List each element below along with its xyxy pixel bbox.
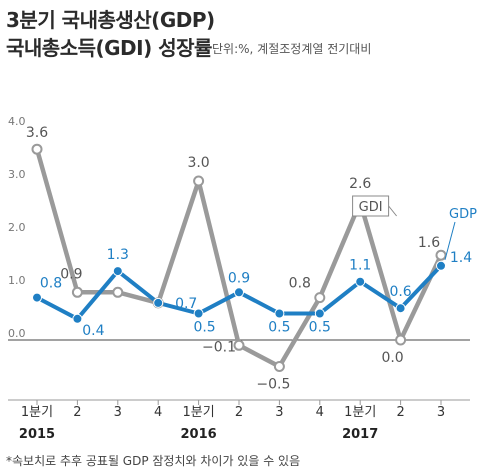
gdi-data-label: 3.0 bbox=[187, 155, 209, 171]
y-tick-label: 2.0 bbox=[8, 221, 26, 234]
x-tick-label: 4 bbox=[316, 405, 324, 420]
gdp-data-label: 0.8 bbox=[40, 276, 62, 292]
x-tick-label: 3 bbox=[275, 405, 283, 420]
year-label: 2015 bbox=[19, 427, 55, 442]
x-tick-label: 1분기 bbox=[182, 405, 214, 420]
gdp-point bbox=[234, 287, 244, 298]
gdi-data-label: 0.0 bbox=[381, 350, 403, 366]
gdi-data-label: 0.9 bbox=[60, 266, 82, 282]
gdp-data-label: 1.1 bbox=[349, 258, 371, 274]
gdp-data-label: 0.7 bbox=[175, 296, 197, 312]
gdp-point bbox=[32, 292, 42, 303]
x-tick-label: 1분기 bbox=[21, 405, 53, 420]
gdi-point bbox=[193, 175, 205, 187]
year-label: 2017 bbox=[342, 427, 378, 442]
gdi-data-label: 2.6 bbox=[349, 176, 371, 192]
gdp-name-leader bbox=[444, 221, 456, 260]
gdi-data-label: 0.8 bbox=[289, 276, 311, 292]
gdi-point bbox=[31, 143, 43, 155]
x-tick-label: 3 bbox=[437, 405, 445, 420]
y-tick-label: 0.0 bbox=[8, 327, 26, 340]
y-tick-label: 4.0 bbox=[8, 115, 26, 128]
x-tick-label: 2 bbox=[73, 405, 81, 420]
gdp-point bbox=[355, 276, 366, 287]
gdp-series-name: GDP bbox=[449, 207, 477, 222]
gdi-point bbox=[273, 361, 285, 372]
chart-title-line2: 국내총소득(GDI) 성장률 bbox=[6, 36, 212, 60]
gdi-point bbox=[395, 334, 407, 346]
gdp-point bbox=[112, 266, 123, 277]
gdi-series-name: GDI bbox=[359, 200, 383, 215]
chart-title-line1: 3분기 국내총생산(GDP) bbox=[6, 8, 215, 32]
gdi-point bbox=[233, 339, 245, 351]
x-tick-label: 2 bbox=[235, 405, 243, 420]
year-label: 2016 bbox=[181, 427, 217, 442]
gdp-data-label: 1.4 bbox=[450, 250, 472, 266]
footnote: *속보치로 추후 공표될 GDP 잠정치와 차이가 있을 수 있음 bbox=[6, 454, 301, 468]
x-tick-label: 4 bbox=[154, 405, 162, 420]
gdp-data-label: 0.4 bbox=[82, 323, 104, 339]
gdi-data-label: 3.6 bbox=[26, 125, 48, 141]
gdp-point bbox=[314, 308, 325, 319]
gdi-point bbox=[435, 249, 447, 261]
gdp-point bbox=[72, 313, 83, 324]
gdp-point bbox=[436, 260, 446, 271]
x-tick-label: 3 bbox=[114, 405, 122, 420]
gdp-point bbox=[274, 308, 285, 319]
gdi-data-label: 1.6 bbox=[418, 235, 440, 251]
x-tick-label: 1분기 bbox=[344, 405, 376, 420]
y-tick-label: 1.0 bbox=[8, 274, 26, 287]
gdi-name-leader bbox=[388, 205, 397, 217]
gdp-point bbox=[153, 297, 164, 308]
gdp-data-label: 0.6 bbox=[389, 284, 411, 300]
gdp-point bbox=[193, 308, 204, 319]
y-tick-label: 3.0 bbox=[8, 168, 26, 181]
gdp-data-label: 0.5 bbox=[193, 320, 215, 336]
gdi-point bbox=[71, 286, 83, 298]
gdi-data-label: −0.5 bbox=[256, 377, 290, 393]
unit-note: 단위:%, 계절조정계열 전기대비 bbox=[212, 42, 372, 56]
x-tick-label: 2 bbox=[396, 405, 404, 420]
gdp-point bbox=[395, 303, 406, 314]
gdp-data-label: 0.5 bbox=[268, 320, 290, 336]
gdp-data-label: 0.5 bbox=[309, 320, 331, 336]
gdp-data-label: 1.3 bbox=[107, 247, 129, 263]
gdi-point bbox=[314, 292, 326, 304]
gdi-point bbox=[112, 286, 124, 298]
gdi-data-label: −0.1 bbox=[202, 339, 236, 355]
gdp-data-label: 0.9 bbox=[228, 270, 250, 286]
